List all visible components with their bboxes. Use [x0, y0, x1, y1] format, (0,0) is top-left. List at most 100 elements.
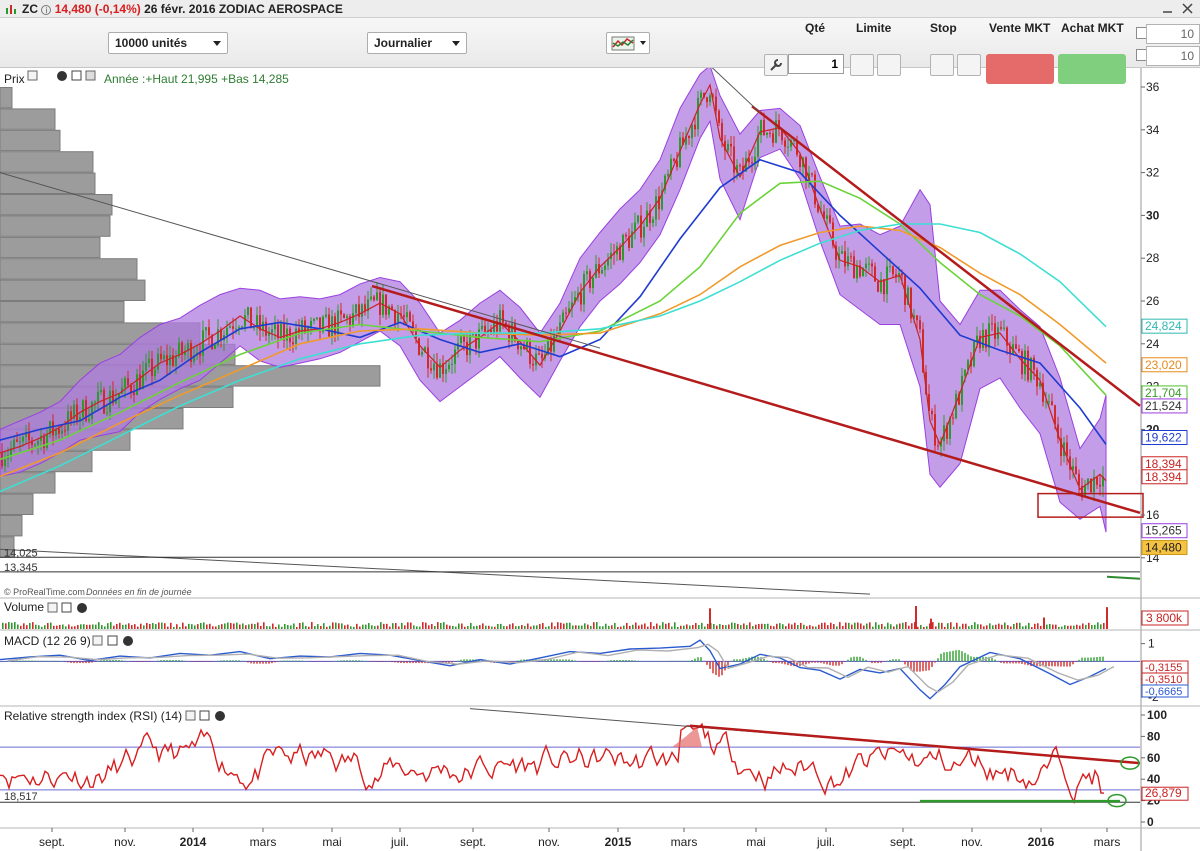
limit-up-button[interactable]: [850, 54, 874, 76]
candle-body: [772, 133, 774, 143]
indicators-button[interactable]: [606, 32, 650, 54]
ma-series-line: [0, 223, 1107, 493]
volume-bar: [524, 625, 526, 629]
volume-bar: [602, 626, 604, 629]
candle-body: [706, 97, 708, 103]
candle-body: [1039, 382, 1041, 387]
candle-body: [571, 302, 573, 309]
candle-body: [967, 360, 969, 370]
candle-body: [1030, 357, 1032, 381]
volume-spike: [1043, 617, 1045, 629]
candle-body: [217, 329, 219, 346]
candle-body: [568, 308, 570, 313]
profile-bar: [0, 472, 56, 494]
candle-body: [64, 430, 66, 432]
buy-market-button[interactable]: [1058, 54, 1126, 84]
volume-bar: [626, 622, 628, 629]
volume-bar: [248, 624, 250, 629]
value-tag-label: 14,480: [1145, 541, 1182, 555]
volume-bar: [737, 623, 739, 629]
volume-bar: [347, 624, 349, 629]
support-mark: [1106, 575, 1141, 580]
candle-body: [424, 347, 426, 353]
volume-bar: [752, 626, 754, 629]
candle-body: [1045, 401, 1047, 403]
macd-panel-title: MACD (12 26 9): [4, 634, 91, 648]
candle-body: [454, 349, 456, 364]
value-tag-label: 21,524: [1145, 399, 1182, 413]
candle-body: [907, 287, 909, 305]
maximize-icon: [85, 70, 96, 81]
volume-bar: [101, 625, 103, 629]
candle-body: [427, 347, 429, 369]
candle-body: [1009, 345, 1011, 354]
quantity-input[interactable]: [788, 54, 844, 74]
volume-bar: [227, 622, 229, 629]
volume-bar: [686, 624, 688, 629]
value-tag-label: 26,879: [1145, 786, 1182, 800]
volume-bar: [14, 622, 16, 629]
volume-bar: [1070, 625, 1072, 629]
candle-body: [430, 368, 432, 371]
volume-bar: [677, 626, 679, 629]
volume-bar: [485, 625, 487, 629]
candle-body: [913, 315, 915, 319]
volume-bar: [860, 623, 862, 629]
candle-body: [73, 404, 75, 419]
candle-body: [130, 385, 132, 393]
ma-series-line: [0, 225, 1107, 478]
volume-bar: [350, 626, 352, 629]
volume-bar: [629, 625, 631, 629]
volume-bar: [695, 622, 697, 629]
period-select[interactable]: Journalier: [367, 32, 467, 54]
volume-bar: [920, 624, 922, 629]
volume-bar: [239, 624, 241, 629]
minimize-icon[interactable]: [1162, 3, 1173, 14]
stop-up-button[interactable]: [930, 54, 954, 76]
candle-body: [676, 160, 678, 168]
close-icon[interactable]: [1182, 3, 1193, 14]
volume-bar: [32, 622, 34, 629]
sell-market-button[interactable]: [986, 54, 1054, 84]
wrench-icon: [47, 602, 58, 613]
volume-bar: [722, 625, 724, 629]
chart-area[interactable]: Prix Année :+Haut 21,995 +Bas 14,285 14,02…: [0, 68, 1200, 851]
s-value-field[interactable]: 10: [1146, 24, 1200, 44]
volume-bar: [575, 625, 577, 629]
candle-body: [139, 374, 141, 389]
candle-body: [19, 441, 21, 443]
quantity-unit-value: 10000 unités: [115, 36, 188, 50]
stop-down-button[interactable]: [957, 54, 981, 76]
volume-bar: [770, 625, 772, 629]
candle-body: [730, 143, 732, 147]
candle-body: [565, 312, 567, 314]
volume-bar: [794, 622, 796, 629]
candle-body: [868, 263, 870, 265]
volume-bar: [305, 626, 307, 629]
candle-body: [241, 326, 243, 328]
volume-bar: [410, 622, 412, 629]
info-icon[interactable]: i: [41, 5, 52, 15]
candle-body: [1048, 401, 1050, 403]
limit-down-button[interactable]: [877, 54, 901, 76]
candle-body: [322, 316, 324, 332]
volume-bar: [287, 625, 289, 629]
volume-bar: [965, 623, 967, 629]
settings-button[interactable]: [764, 54, 788, 76]
candle-body: [16, 439, 18, 442]
candle-body: [355, 304, 357, 314]
volume-bar: [452, 625, 454, 629]
candle-body: [490, 330, 492, 333]
volume-bar: [116, 623, 118, 629]
volume-bar: [428, 625, 430, 629]
o-value-field[interactable]: 10: [1146, 46, 1200, 66]
candle-body: [949, 417, 951, 439]
period-value: Journalier: [374, 36, 433, 50]
quantity-unit-select[interactable]: 10000 unités: [108, 32, 228, 54]
volume-bar: [929, 623, 931, 629]
candle-body: [82, 400, 84, 417]
volume-bar: [392, 623, 394, 629]
volume-bar: [179, 626, 181, 629]
volume-bar: [407, 622, 409, 629]
volume-bar: [260, 625, 262, 629]
